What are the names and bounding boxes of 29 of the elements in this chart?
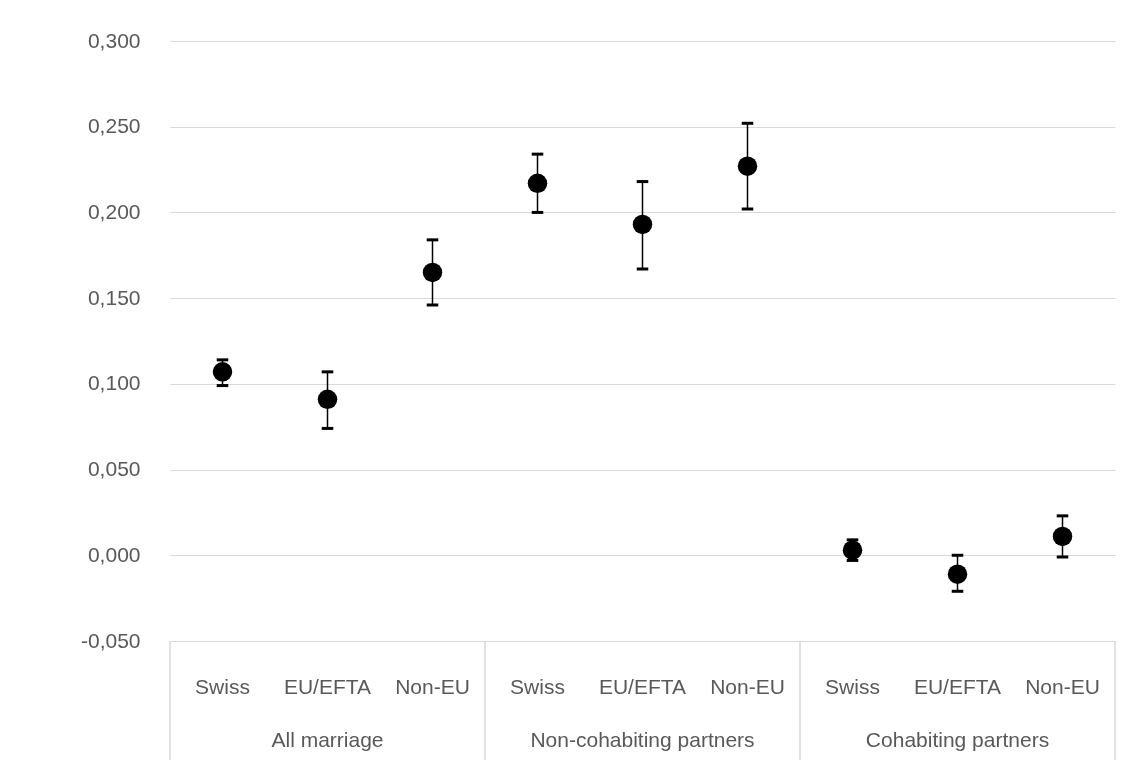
point bbox=[527, 173, 548, 194]
point bbox=[1052, 526, 1073, 547]
y-tick-label: 0,200 bbox=[87, 199, 141, 223]
x-tick-label: Swiss bbox=[825, 675, 880, 698]
y-tick-label: 0,250 bbox=[87, 114, 141, 138]
point bbox=[422, 262, 443, 283]
x-tick-label: Non-EU bbox=[710, 675, 785, 698]
y-tick-label: 0,050 bbox=[87, 457, 141, 481]
point bbox=[317, 389, 338, 410]
y-tick-label: -0,050 bbox=[80, 628, 141, 652]
x-tick-label: Swiss bbox=[195, 675, 250, 698]
y-tick-label: 0,300 bbox=[87, 28, 141, 52]
text: All marriage bbox=[271, 728, 384, 751]
y-tick-label: 0,000 bbox=[87, 542, 141, 566]
x-tick-label: Swiss bbox=[510, 675, 565, 698]
x-tick-label: EU/EFTA bbox=[913, 675, 1002, 698]
y-tick-label: 0,100 bbox=[87, 371, 141, 395]
point bbox=[212, 362, 233, 382]
x-tick-label: Non-EU bbox=[1025, 675, 1100, 698]
text: Non-cohabiting partners bbox=[530, 728, 755, 751]
text: Cohabiting partners bbox=[865, 728, 1050, 751]
point bbox=[737, 156, 758, 176]
y-tick-label: 0,150 bbox=[87, 285, 141, 309]
point bbox=[632, 214, 653, 235]
x-tick-label: Non-EU bbox=[395, 675, 470, 698]
x-tick-label: EU/EFTA bbox=[283, 675, 372, 698]
x-tick-label: EU/EFTA bbox=[598, 675, 687, 698]
point bbox=[842, 540, 863, 560]
point bbox=[947, 564, 968, 584]
